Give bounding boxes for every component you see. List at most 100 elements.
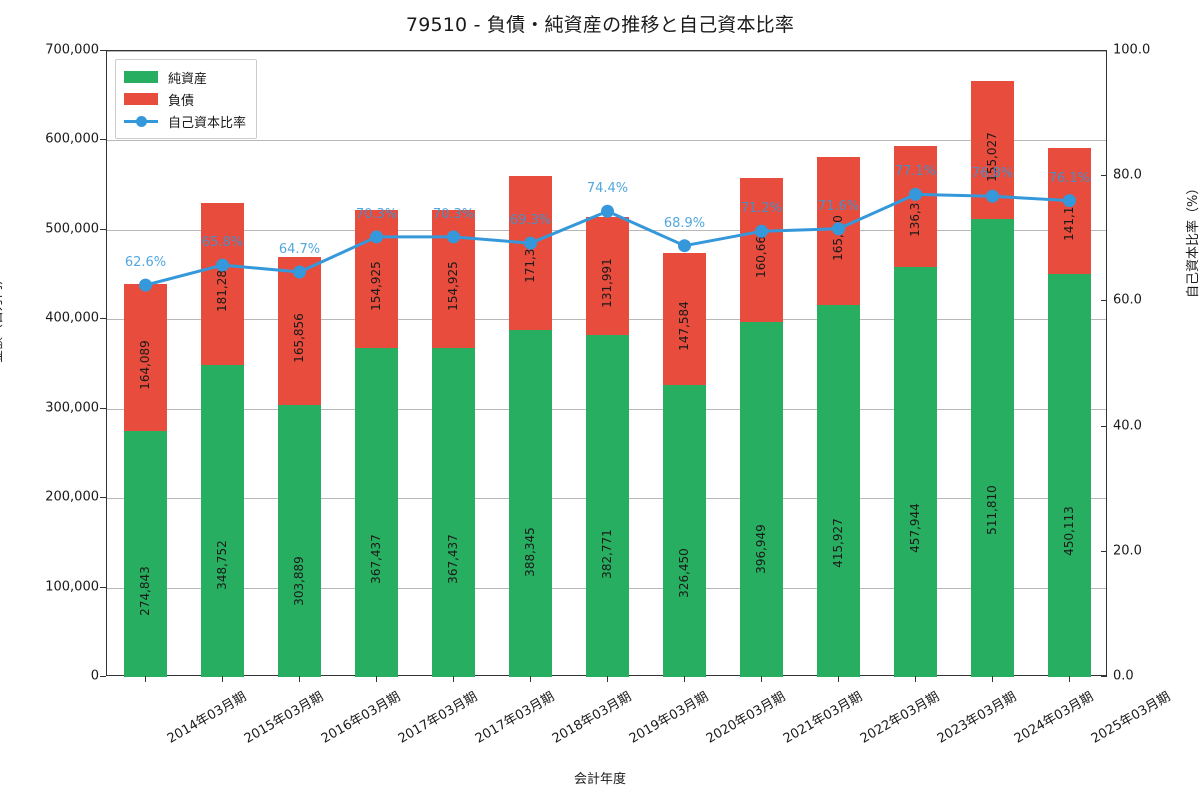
bar-value-label-debt: 154,925	[369, 261, 384, 311]
bar-value-label-debt: 136,3 2	[908, 190, 923, 237]
bar-segment-debt[interactable]: 141,1 5	[1047, 148, 1092, 275]
bar-segment-equity[interactable]: 382,771	[585, 334, 630, 677]
ratio-value-label: 68.9%	[663, 215, 706, 231]
bar-segment-debt[interactable]: 181,28	[200, 202, 245, 366]
ratio-value-label: 71.2%	[740, 201, 783, 217]
bar-value-label-debt: 160,66	[754, 236, 769, 279]
bar-value-label-debt: 141,1 5	[1062, 195, 1077, 242]
x-axis-tick-mark	[375, 676, 377, 682]
bar-value-label-debt: 165,856	[292, 313, 307, 363]
legend-item[interactable]: 負債	[124, 88, 246, 110]
bar-segment-debt[interactable]: 171,3 3	[508, 176, 553, 330]
bar-segment-equity[interactable]: 274,843	[123, 431, 168, 677]
y-axis-left-tick-label: 100,000	[45, 579, 99, 595]
bar-value-label-equity: 450,113	[1062, 506, 1077, 556]
gridline	[107, 51, 1106, 52]
y-axis-left-tick-label: 700,000	[45, 42, 99, 58]
bar-value-label-debt: 165, 00	[831, 215, 846, 262]
y-axis-left-tick-mark	[100, 228, 106, 230]
x-axis-tick-label: 2025年03月期	[1088, 689, 1173, 747]
y-axis-left-tick-label: 0	[90, 668, 99, 684]
x-axis-tick-label: 2020年03月期	[703, 689, 788, 747]
x-axis-tick-mark	[144, 676, 146, 682]
y-axis-right-tick-label: 80.0	[1113, 167, 1142, 183]
plot-area: 274,843 164,089 348,752 181,28 303,889 165,85…	[106, 50, 1107, 677]
bar-value-label-equity: 326,450	[677, 548, 692, 598]
y-axis-right-tick-label: 20.0	[1113, 543, 1142, 559]
x-axis-tick-label: 2023年03月期	[934, 689, 1019, 747]
bar-segment-debt[interactable]: 154,925	[431, 209, 476, 349]
bar-segment-debt[interactable]: 155,027	[970, 80, 1015, 220]
bar-segment-equity[interactable]: 388,345	[508, 329, 553, 677]
bar-value-label-debt: 164,089	[138, 340, 153, 390]
x-axis-tick-label: 2016年03月期	[318, 689, 403, 747]
bar-segment-debt[interactable]: 165,856	[277, 256, 322, 406]
y-axis-left-tick-label: 300,000	[45, 400, 99, 416]
x-axis-tick-mark	[606, 676, 608, 682]
x-axis-tick-label: 2021年03月期	[780, 689, 865, 747]
ratio-value-label: 70.3%	[432, 206, 475, 222]
bar-segment-equity[interactable]: 348,752	[200, 365, 245, 677]
y-axis-left-tick-label: 400,000	[45, 310, 99, 326]
bar-value-label-debt: 181,28	[215, 270, 230, 313]
y-axis-right-tick-mark	[1101, 300, 1107, 302]
ratio-value-label: 76.8%	[971, 166, 1014, 182]
bar-segment-equity[interactable]: 326,450	[662, 385, 707, 677]
y-axis-right-tick-label: 60.0	[1113, 292, 1142, 308]
bar-segment-equity[interactable]: 367,437	[431, 348, 476, 677]
ratio-marker[interactable]	[678, 239, 691, 253]
y-axis-left-tick-mark	[100, 50, 106, 51]
x-axis-tick-mark	[452, 676, 454, 682]
ratio-value-label: 74.4%	[586, 181, 629, 197]
y-axis-right-tick-mark	[1101, 50, 1107, 51]
bar-segment-equity[interactable]: 303,889	[277, 405, 322, 677]
legend-color-swatch	[124, 71, 158, 83]
x-axis-label: 会計年度	[573, 772, 626, 787]
y-axis-right-tick-mark	[1101, 175, 1107, 177]
bar-value-label-equity: 367,437	[446, 534, 461, 584]
y-axis-left-tick-mark	[100, 318, 106, 320]
bar-segment-debt[interactable]: 147,584	[662, 253, 707, 386]
bar-value-label-debt: 154,925	[446, 261, 461, 311]
bar-segment-debt[interactable]: 165, 00	[816, 157, 861, 306]
bar-segment-equity[interactable]: 415,927	[816, 305, 861, 677]
bar-segment-equity[interactable]: 396,949	[739, 322, 784, 677]
bar-value-label-equity: 382,771	[600, 529, 615, 579]
x-axis-tick-mark	[760, 676, 762, 682]
bar-value-label-debt: 131,991	[600, 257, 615, 308]
x-axis-tick-label: 2018年03月期	[549, 689, 634, 747]
bar-segment-debt[interactable]: 131,991	[585, 216, 630, 335]
ratio-value-label: 77.1%	[894, 164, 937, 180]
legend-item[interactable]: 自己資本比率	[124, 110, 246, 132]
y-axis-right-tick-mark	[1101, 550, 1107, 552]
bar-segment-debt[interactable]: 154,925	[354, 209, 399, 349]
x-axis-tick-mark	[298, 676, 300, 682]
ratio-value-label: 71.6%	[817, 198, 860, 214]
bar-segment-debt[interactable]: 164,089	[123, 284, 168, 432]
bar-segment-debt[interactable]: 160,66	[739, 178, 784, 322]
x-axis-tick-label: 2017年03月期	[472, 689, 557, 747]
y-axis-left-tick-mark	[100, 407, 106, 409]
bar-segment-equity[interactable]: 457,944	[893, 267, 938, 677]
bar-segment-equity[interactable]: 450,113	[1047, 274, 1092, 677]
bar-segment-equity[interactable]: 511,810	[970, 219, 1015, 677]
legend-item-label: 負債	[168, 93, 195, 109]
x-axis-tick-mark	[914, 676, 916, 682]
bar-segment-equity[interactable]: 367,437	[354, 348, 399, 677]
y-axis-left-tick-mark	[100, 586, 106, 588]
ratio-value-label: 70.3%	[355, 206, 398, 222]
bar-value-label-equity: 367,437	[369, 534, 384, 584]
bar-value-label-debt: 147,584	[677, 301, 692, 351]
x-axis-tick-label: 2022年03月期	[857, 689, 942, 747]
legend-item[interactable]: 純資産	[124, 66, 246, 88]
x-axis-tick-label: 2024年03月期	[1011, 689, 1096, 747]
x-axis-tick-label: 2014年03月期	[164, 689, 249, 747]
chart-title: 79510 - 負債・純資産の推移と自己資本比率	[405, 14, 795, 36]
legend-line-marker-icon	[124, 114, 158, 128]
y-axis-right-label: 自己資本比率（%）	[1186, 181, 1200, 298]
x-axis-tick-mark	[1068, 676, 1070, 682]
x-axis-tick-mark	[683, 676, 685, 682]
y-axis-right-tick-label: 40.0	[1113, 418, 1142, 434]
bar-value-label-equity: 511,810	[985, 485, 1000, 535]
